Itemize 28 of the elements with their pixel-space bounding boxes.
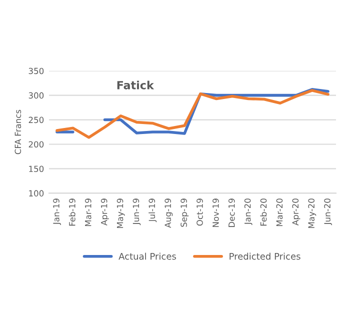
x-tick-label: Dec-19 xyxy=(228,198,235,227)
y-tick-label: 300 xyxy=(28,92,44,99)
x-tick-label: Jan-20 xyxy=(244,198,252,225)
x-tick-label: Apr-20 xyxy=(292,198,300,226)
y-tick-label: 100 xyxy=(29,190,44,196)
y-tick-label: 200 xyxy=(28,141,44,148)
legend-label: Actual Prices xyxy=(118,252,176,260)
x-tick-label: Jun-19 xyxy=(132,198,141,226)
y-axis-title: CFA Francs xyxy=(14,110,22,154)
x-tick-label: Nov-19 xyxy=(212,198,219,227)
x-tick-label: Jan-19 xyxy=(53,198,61,225)
x-tick-label: Feb-19 xyxy=(68,198,76,226)
x-tick-label: Sep-19 xyxy=(180,198,189,227)
x-tick-label: Jul-19 xyxy=(148,198,157,222)
x-tick-label: Feb-20 xyxy=(260,198,267,226)
x-tick-label: May-20 xyxy=(308,198,316,228)
x-tick-label: Mar-20 xyxy=(276,198,283,226)
y-tick-label: 250 xyxy=(28,116,44,124)
y-tick-label: 350 xyxy=(28,68,44,74)
x-tick-label: Aug-19 xyxy=(164,198,173,228)
x-tick-label: Mar-19 xyxy=(84,198,92,226)
text: Fatick xyxy=(117,80,154,90)
x-tick-label: Apr-19 xyxy=(100,198,109,226)
y-tick-label: 150 xyxy=(29,166,44,172)
x-tick-label: May-19 xyxy=(116,198,125,228)
x-tick-label: Jun-20 xyxy=(324,198,332,226)
x-tick-label: Oct-19 xyxy=(196,198,203,226)
legend-label: Predicted Prices xyxy=(230,252,300,260)
